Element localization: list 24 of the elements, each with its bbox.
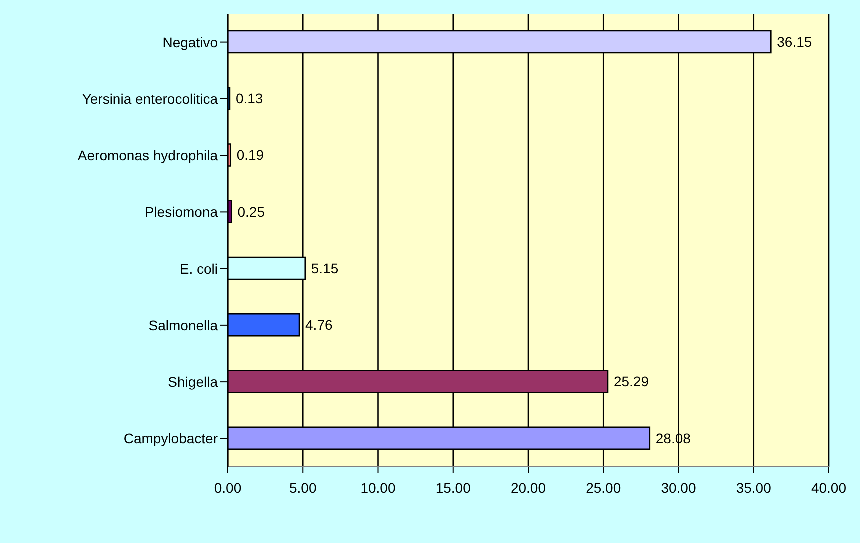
x-tick-label: 20.00	[510, 480, 546, 496]
x-tick-label: 35.00	[736, 480, 772, 496]
y-tick-label: Salmonella	[148, 317, 218, 334]
y-tick-label: Yersinia enterocolitica	[82, 90, 218, 107]
x-tick-label: 25.00	[586, 480, 622, 496]
data-label: 36.15	[777, 34, 812, 50]
x-tick-label: 15.00	[436, 480, 472, 496]
y-tick-label: Campylobacter	[124, 430, 218, 447]
x-tick-label: 40.00	[811, 480, 847, 496]
x-tick-label: 0.00	[214, 480, 242, 496]
data-label: 0.19	[236, 147, 264, 164]
y-tick-label: Negativo	[162, 34, 218, 50]
data-label: 4.76	[306, 317, 333, 334]
data-label: 0.13	[236, 90, 264, 107]
x-tick-label: 5.00	[290, 480, 317, 496]
y-tick-label: Shigella	[168, 374, 218, 390]
data-label: 0.25	[238, 204, 266, 220]
x-tick-label: 10.00	[360, 480, 396, 496]
y-tick-label: Plesiomona	[144, 204, 218, 220]
data-label: 25.29	[614, 374, 650, 390]
y-tick-label: Aeromonas hydrophila	[78, 148, 218, 164]
x-tick-label: 30.00	[661, 480, 696, 496]
data-label: 5.15	[311, 260, 339, 276]
y-tick-label: E. coli	[180, 260, 218, 277]
